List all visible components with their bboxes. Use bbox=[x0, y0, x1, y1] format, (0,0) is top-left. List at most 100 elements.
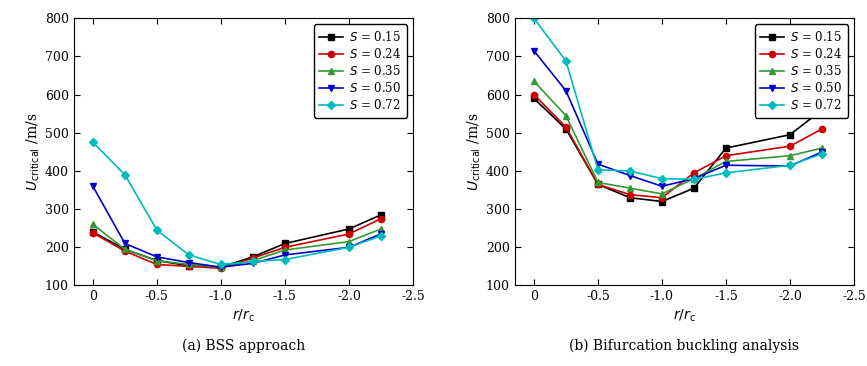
$S$ = 0.15 bbox=[561, 127, 571, 131]
$S$ = 0.24 bbox=[817, 127, 827, 131]
$S$ = 0.24 bbox=[280, 245, 290, 250]
$S$ = 0.24 bbox=[785, 144, 795, 148]
$S$ = 0.15 bbox=[375, 213, 386, 217]
$S$ = 0.24 bbox=[216, 266, 226, 270]
$S$ = 0.50 bbox=[720, 163, 731, 168]
$S$ = 0.50 bbox=[343, 245, 354, 250]
Line: $S$ = 0.15: $S$ = 0.15 bbox=[531, 95, 825, 205]
$S$ = 0.15 bbox=[593, 182, 603, 187]
$S$ = 0.72 bbox=[375, 234, 386, 238]
$S$ = 0.15 bbox=[248, 255, 258, 259]
$S$ = 0.72 bbox=[88, 140, 98, 145]
$S$ = 0.15 bbox=[120, 247, 130, 251]
$S$ = 0.24 bbox=[688, 171, 699, 175]
$S$ = 0.72 bbox=[625, 169, 636, 173]
$S$ = 0.72 bbox=[657, 176, 668, 181]
Y-axis label: $U_{\rm critical}$ /m/s: $U_{\rm critical}$ /m/s bbox=[24, 113, 42, 191]
Line: $S$ = 0.72: $S$ = 0.72 bbox=[90, 139, 384, 268]
$S$ = 0.35 bbox=[375, 227, 386, 231]
$S$ = 0.15 bbox=[529, 96, 539, 101]
$S$ = 0.24 bbox=[120, 249, 130, 253]
$S$ = 0.35 bbox=[280, 248, 290, 252]
$S$ = 0.50 bbox=[593, 162, 603, 166]
$S$ = 0.15 bbox=[657, 199, 668, 204]
$S$ = 0.72 bbox=[817, 152, 827, 156]
$S$ = 0.15 bbox=[216, 265, 226, 269]
$S$ = 0.35 bbox=[593, 180, 603, 184]
$S$ = 0.35 bbox=[248, 258, 258, 263]
$S$ = 0.24 bbox=[657, 195, 668, 200]
Text: (b) Bifurcation buckling analysis: (b) Bifurcation buckling analysis bbox=[570, 339, 799, 353]
X-axis label: $r/r_{\rm c}$: $r/r_{\rm c}$ bbox=[673, 307, 695, 324]
$S$ = 0.15 bbox=[184, 264, 194, 268]
$S$ = 0.35 bbox=[343, 239, 354, 244]
$S$ = 0.35 bbox=[688, 176, 699, 181]
$S$ = 0.15 bbox=[817, 108, 827, 112]
$S$ = 0.72 bbox=[184, 253, 194, 257]
$S$ = 0.24 bbox=[343, 232, 354, 236]
$S$ = 0.35 bbox=[120, 247, 130, 251]
X-axis label: $r/r_{\rm c}$: $r/r_{\rm c}$ bbox=[232, 307, 255, 324]
$S$ = 0.50 bbox=[529, 49, 539, 53]
$S$ = 0.50 bbox=[120, 241, 130, 246]
Legend: $S$ = 0.15, $S$ = 0.24, $S$ = 0.35, $S$ = 0.50, $S$ = 0.72: $S$ = 0.15, $S$ = 0.24, $S$ = 0.35, $S$ … bbox=[314, 24, 407, 118]
Text: (a) BSS approach: (a) BSS approach bbox=[182, 339, 305, 353]
$S$ = 0.24 bbox=[152, 262, 162, 267]
$S$ = 0.72 bbox=[593, 168, 603, 172]
$S$ = 0.24 bbox=[248, 256, 258, 260]
$S$ = 0.15 bbox=[785, 132, 795, 137]
Legend: $S$ = 0.15, $S$ = 0.24, $S$ = 0.35, $S$ = 0.50, $S$ = 0.72: $S$ = 0.15, $S$ = 0.24, $S$ = 0.35, $S$ … bbox=[754, 24, 848, 118]
$S$ = 0.24 bbox=[593, 182, 603, 187]
Line: $S$ = 0.24: $S$ = 0.24 bbox=[90, 216, 384, 272]
$S$ = 0.50 bbox=[216, 265, 226, 269]
Line: $S$ = 0.35: $S$ = 0.35 bbox=[90, 221, 384, 270]
$S$ = 0.15 bbox=[720, 146, 731, 150]
$S$ = 0.35 bbox=[657, 192, 668, 196]
$S$ = 0.72 bbox=[120, 173, 130, 177]
$S$ = 0.72 bbox=[785, 163, 795, 168]
$S$ = 0.50 bbox=[375, 232, 386, 236]
Line: $S$ = 0.15: $S$ = 0.15 bbox=[90, 212, 384, 270]
$S$ = 0.50 bbox=[625, 173, 636, 178]
$S$ = 0.35 bbox=[720, 159, 731, 164]
$S$ = 0.35 bbox=[529, 79, 539, 83]
$S$ = 0.50 bbox=[817, 150, 827, 154]
$S$ = 0.24 bbox=[88, 231, 98, 235]
$S$ = 0.24 bbox=[720, 153, 731, 158]
$S$ = 0.35 bbox=[216, 265, 226, 269]
Y-axis label: $U_{\rm critical}$ /m/s: $U_{\rm critical}$ /m/s bbox=[466, 113, 483, 191]
$S$ = 0.72 bbox=[343, 245, 354, 250]
$S$ = 0.72 bbox=[529, 16, 539, 20]
$S$ = 0.35 bbox=[184, 262, 194, 267]
$S$ = 0.24 bbox=[561, 125, 571, 129]
$S$ = 0.72 bbox=[216, 262, 226, 267]
$S$ = 0.35 bbox=[817, 146, 827, 150]
$S$ = 0.15 bbox=[280, 241, 290, 246]
$S$ = 0.72 bbox=[561, 59, 571, 63]
$S$ = 0.50 bbox=[561, 89, 571, 93]
$S$ = 0.24 bbox=[375, 217, 386, 221]
$S$ = 0.50 bbox=[785, 164, 795, 168]
Line: $S$ = 0.35: $S$ = 0.35 bbox=[531, 78, 825, 197]
$S$ = 0.72 bbox=[248, 259, 258, 264]
Line: $S$ = 0.50: $S$ = 0.50 bbox=[90, 183, 384, 270]
Line: $S$ = 0.50: $S$ = 0.50 bbox=[531, 48, 825, 189]
$S$ = 0.72 bbox=[688, 177, 699, 182]
$S$ = 0.50 bbox=[152, 255, 162, 259]
$S$ = 0.50 bbox=[657, 184, 668, 188]
$S$ = 0.15 bbox=[152, 258, 162, 263]
$S$ = 0.35 bbox=[561, 113, 571, 118]
$S$ = 0.24 bbox=[625, 193, 636, 197]
$S$ = 0.35 bbox=[785, 153, 795, 158]
$S$ = 0.15 bbox=[688, 186, 699, 190]
$S$ = 0.50 bbox=[88, 184, 98, 188]
$S$ = 0.24 bbox=[184, 264, 194, 269]
$S$ = 0.15 bbox=[625, 195, 636, 200]
Line: $S$ = 0.24: $S$ = 0.24 bbox=[531, 92, 825, 201]
$S$ = 0.50 bbox=[280, 253, 290, 257]
$S$ = 0.24 bbox=[529, 93, 539, 97]
$S$ = 0.50 bbox=[184, 260, 194, 265]
$S$ = 0.35 bbox=[625, 186, 636, 190]
$S$ = 0.15 bbox=[88, 230, 98, 234]
$S$ = 0.35 bbox=[88, 222, 98, 227]
